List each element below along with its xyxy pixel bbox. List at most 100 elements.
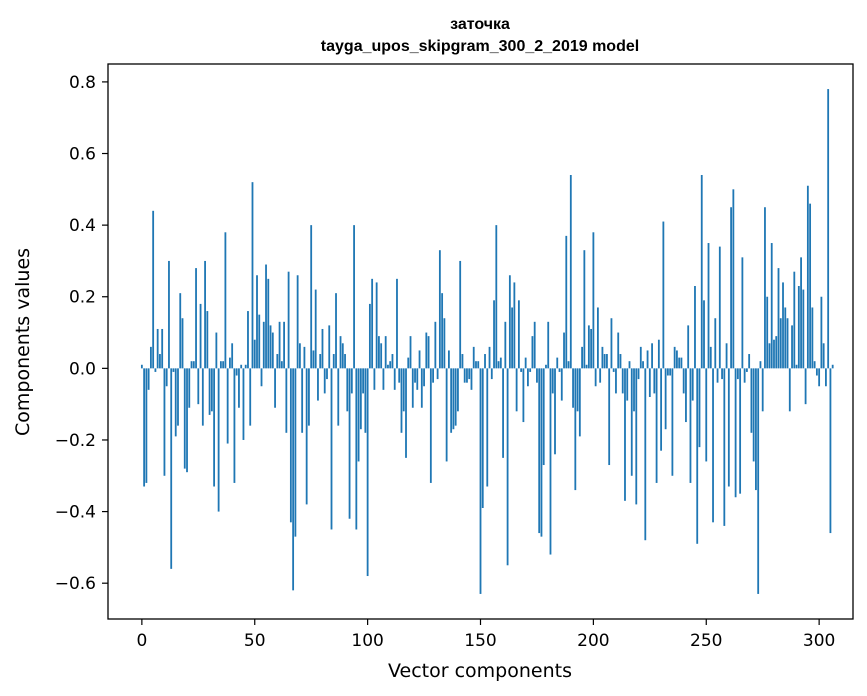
- y-tick-label: 0.2: [69, 288, 96, 308]
- bar: [289, 368, 292, 523]
- bar: [809, 203, 812, 369]
- bar: [768, 343, 771, 369]
- bar: [161, 328, 164, 369]
- bar: [522, 368, 525, 423]
- bar: [743, 368, 746, 383]
- bar: [314, 289, 317, 369]
- bar: [653, 368, 656, 394]
- bar: [262, 321, 265, 369]
- bar: [396, 278, 398, 369]
- bar: [382, 368, 385, 390]
- bar: [208, 368, 211, 415]
- chart-subtitle: tayga_upos_skipgram_300_2_2019 model: [321, 38, 639, 55]
- x-tick-label: 0: [136, 631, 147, 651]
- bar: [244, 364, 247, 369]
- x-tick-label: 150: [464, 631, 496, 651]
- bar: [206, 311, 209, 369]
- bar: [499, 357, 502, 369]
- bar: [486, 368, 489, 487]
- bar: [547, 321, 550, 369]
- bar: [402, 368, 405, 412]
- bar: [770, 243, 773, 369]
- bar: [149, 346, 152, 369]
- bar: [806, 185, 809, 369]
- bar: [463, 368, 466, 383]
- bar: [143, 368, 146, 487]
- bar: [328, 325, 331, 369]
- bar: [793, 271, 796, 369]
- bar: [736, 368, 739, 380]
- bar: [504, 321, 507, 369]
- bar: [468, 368, 471, 380]
- bar: [748, 354, 751, 369]
- bar: [718, 246, 721, 369]
- bar: [488, 346, 491, 369]
- bar: [373, 368, 376, 390]
- bar: [490, 368, 493, 380]
- bar: [339, 336, 342, 369]
- bar: [603, 354, 606, 369]
- bar: [626, 368, 629, 401]
- bar: [689, 368, 692, 483]
- bar: [436, 368, 439, 380]
- bar: [427, 336, 430, 369]
- bar: [177, 368, 179, 426]
- bar: [344, 354, 346, 369]
- bar: [371, 278, 374, 369]
- bar: [425, 332, 428, 369]
- bar: [174, 368, 177, 437]
- bar: [163, 368, 166, 476]
- bar: [432, 368, 434, 383]
- bar: [592, 232, 595, 369]
- bar: [393, 368, 396, 390]
- bar: [827, 89, 830, 369]
- bar: [210, 368, 213, 412]
- bar: [725, 343, 728, 369]
- bars-group: [140, 89, 834, 594]
- bar: [280, 361, 283, 369]
- bar: [759, 361, 762, 369]
- bar: [265, 264, 267, 369]
- bar: [420, 368, 423, 408]
- x-tick-label: 300: [803, 631, 835, 651]
- bar: [788, 368, 791, 412]
- bar: [739, 368, 742, 494]
- bar: [752, 368, 755, 462]
- bar: [441, 293, 444, 369]
- bar: [407, 357, 410, 369]
- bar: [497, 361, 500, 369]
- bar: [804, 368, 807, 405]
- bar: [696, 368, 699, 544]
- bar: [569, 175, 572, 369]
- bar: [296, 275, 299, 369]
- bar: [662, 221, 665, 369]
- bar: [527, 368, 529, 387]
- bar: [249, 368, 252, 426]
- bar: [802, 289, 805, 369]
- bar: [495, 225, 498, 369]
- bar: [599, 368, 602, 383]
- bar: [508, 275, 511, 369]
- bar: [511, 307, 514, 369]
- bar: [267, 278, 270, 369]
- bar: [260, 368, 263, 387]
- bar: [140, 364, 143, 369]
- bar: [459, 260, 462, 369]
- bar: [235, 368, 238, 376]
- bar: [389, 361, 392, 369]
- bar: [287, 271, 290, 369]
- bar: [515, 368, 518, 412]
- bar: [242, 368, 245, 440]
- bar: [294, 368, 297, 537]
- bar: [364, 368, 367, 433]
- bar: [822, 343, 825, 369]
- bar: [188, 368, 191, 408]
- bar: [457, 368, 459, 412]
- bar: [411, 368, 414, 408]
- bar: [671, 368, 674, 476]
- bar: [651, 343, 653, 369]
- bar: [215, 332, 218, 369]
- bar: [777, 268, 780, 369]
- bar: [587, 325, 590, 369]
- bar: [350, 368, 353, 394]
